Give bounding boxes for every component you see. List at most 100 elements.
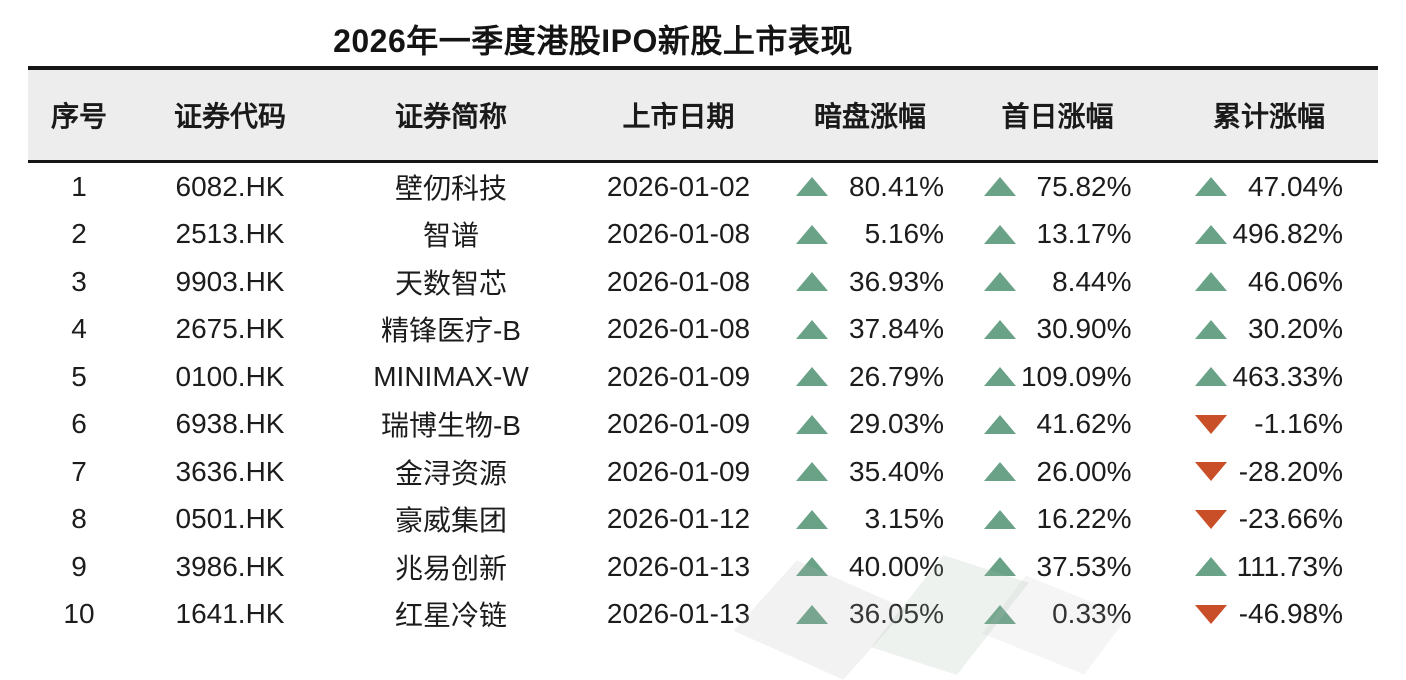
name-cell: 智谱 (422, 220, 479, 252)
pct-group: 75.82% (983, 171, 1132, 203)
cumulative-pct-cell: -46.98% (1160, 598, 1378, 630)
first-day-pct-cell: 8.44% (955, 266, 1160, 298)
code-cell: 3636.HK (175, 455, 285, 487)
pct-value: 80.41% (849, 170, 944, 202)
first-day-pct-cell: 75.82% (955, 171, 1160, 203)
seq-cell: 9 (71, 550, 87, 582)
pct-group: 3.15% (796, 503, 944, 535)
up-triangle-icon (1195, 272, 1227, 292)
pct-group: 13.17% (983, 218, 1132, 250)
dark-pct-cell: 80.41% (785, 171, 955, 203)
dark-pct-cell: 36.05% (785, 598, 955, 630)
up-triangle-icon (983, 272, 1016, 292)
seq-cell: 5 (71, 360, 87, 392)
name-cell: 壁仞科技 (394, 172, 507, 204)
pct-group: 41.62% (983, 408, 1132, 440)
pct-value: 36.05% (849, 598, 944, 630)
pct-group: -1.16% (1195, 408, 1343, 440)
pct-group: 37.84% (796, 313, 944, 345)
pct-group: 36.05% (796, 598, 944, 630)
pct-value: 109.09% (1020, 360, 1132, 392)
pct-group: 46.06% (1195, 266, 1343, 298)
up-triangle-icon (983, 367, 1016, 387)
table-row: 10 1641.HK 红星冷链 2026-01-13 36.05% 0.33% -46.98… (28, 591, 1378, 639)
dark-pct-cell: 37.84% (785, 313, 955, 345)
name-cell: MINIMAX-W (373, 360, 529, 392)
up-triangle-icon (1195, 224, 1227, 244)
first-day-pct-cell: 37.53% (955, 551, 1160, 583)
up-triangle-icon (983, 509, 1016, 529)
pct-value: 29.03% (849, 408, 944, 440)
first-day-pct-cell: 0.33% (955, 598, 1160, 630)
down-triangle-icon (1195, 509, 1227, 529)
seq-cell: 3 (71, 265, 87, 297)
pct-value: -28.20% (1238, 455, 1343, 487)
pct-value: 47.04% (1248, 170, 1343, 202)
date-cell: 2026-01-13 (606, 598, 751, 630)
name-cell: 兆易创新 (394, 552, 507, 584)
date-cell: 2026-01-09 (606, 360, 751, 392)
pct-value: -23.66% (1238, 503, 1343, 535)
page-title: 2026年一季度港股IPO新股上市表现 (333, 23, 853, 59)
seq-cell: 4 (71, 313, 87, 345)
pct-group: 37.53% (983, 550, 1132, 583)
pct-group: 8.44% (983, 266, 1132, 298)
ipo-performance-table: 序号 证券代码 证券简称 上市日期 暗盘涨幅 首日涨幅 累计涨幅 1 6082.H… (28, 66, 1378, 638)
table-row: 1 6082.HK 壁仞科技 2026-01-02 80.41% 75.82% 47.04% (28, 163, 1378, 211)
pct-value: 40.00% (849, 550, 944, 582)
pct-group: 35.40% (796, 456, 944, 488)
up-triangle-icon (796, 557, 828, 577)
dark-pct-cell: 40.00% (785, 551, 955, 583)
header-code: 证券代码 (173, 101, 286, 132)
table-row: 5 0100.HK MINIMAX-W 2026-01-09 26.79% 109.09%… (28, 353, 1378, 401)
date-cell: 2026-01-13 (606, 550, 751, 582)
pct-value: 0.33% (1052, 598, 1132, 630)
up-triangle-icon (983, 557, 1016, 577)
pct-value: 496.82% (1232, 218, 1343, 250)
table-row: 4 2675.HK 精锋医疗-B 2026-01-08 37.84% 30.90% 30.2… (28, 306, 1378, 354)
header-cumulative-pct: 累计涨幅 (1212, 101, 1325, 132)
pct-value: 3.15% (864, 503, 944, 535)
cumulative-pct-cell: 30.20% (1160, 313, 1378, 345)
name-cell: 瑞博生物-B (380, 410, 521, 442)
first-day-pct-cell: 30.90% (955, 313, 1160, 345)
code-cell: 0100.HK (175, 360, 285, 392)
first-day-pct-cell: 13.17% (955, 218, 1160, 250)
pct-value: 30.90% (1036, 313, 1132, 345)
code-cell: 3986.HK (175, 550, 285, 582)
date-cell: 2026-01-08 (606, 265, 751, 297)
pct-value: 5.16% (864, 218, 944, 250)
pct-value: 41.62% (1036, 408, 1132, 440)
pct-value: 26.79% (849, 360, 944, 392)
up-triangle-icon (796, 462, 828, 482)
cumulative-pct-cell: 463.33% (1160, 361, 1378, 393)
code-cell: 2675.HK (175, 313, 285, 345)
pct-value: 111.73% (1236, 550, 1343, 582)
table-body: 1 6082.HK 壁仞科技 2026-01-02 80.41% 75.82% 47.04%… (28, 163, 1378, 638)
seq-cell: 1 (71, 170, 87, 202)
pct-value: 30.20% (1248, 313, 1343, 345)
name-cell: 金浔资源 (394, 457, 507, 489)
pct-value: -46.98% (1238, 598, 1343, 630)
header-dark-pct: 暗盘涨幅 (813, 101, 926, 132)
name-cell: 红星冷链 (394, 600, 507, 632)
first-day-pct-cell: 41.62% (955, 408, 1160, 440)
pct-group: 109.09% (983, 360, 1132, 393)
cumulative-pct-cell: -23.66% (1160, 503, 1378, 535)
pct-group: 5.16% (796, 218, 944, 250)
up-triangle-icon (983, 319, 1016, 339)
date-cell: 2026-01-08 (606, 218, 751, 250)
up-triangle-icon (983, 462, 1016, 482)
pct-value: 37.53% (1036, 550, 1132, 582)
code-cell: 9903.HK (175, 265, 285, 297)
cumulative-pct-cell: -1.16% (1160, 408, 1378, 440)
code-cell: 6938.HK (175, 408, 285, 440)
pct-group: 16.22% (983, 503, 1132, 535)
pct-group: 111.73% (1195, 551, 1343, 583)
pct-group: -46.98% (1195, 598, 1343, 630)
name-cell: 精锋医疗-B (380, 315, 521, 347)
pct-group: 36.93% (796, 266, 944, 298)
pct-value: -1.16% (1254, 408, 1343, 440)
pct-group: 47.04% (1195, 171, 1343, 203)
pct-group: 80.41% (796, 171, 944, 203)
